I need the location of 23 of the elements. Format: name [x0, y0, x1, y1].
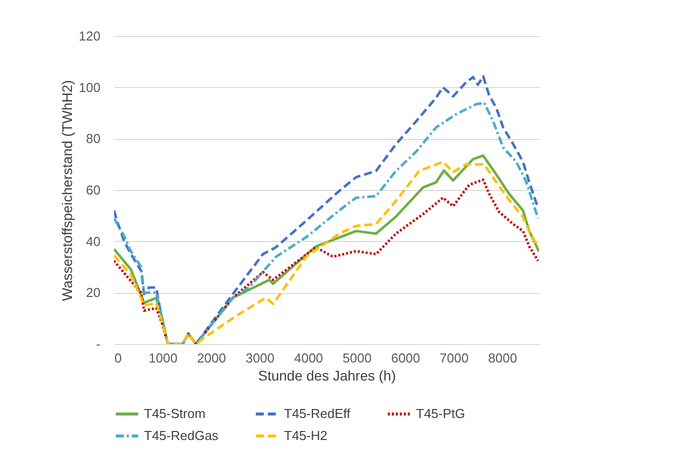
y-tick-label: 60	[86, 182, 100, 198]
x-tick-label: 4000	[294, 350, 324, 366]
x-axis-title: Stunde des Jahres (h)	[258, 368, 396, 384]
legend-label: T45-PtG	[416, 406, 466, 421]
x-tick-label: 2000	[197, 350, 226, 366]
y-axis-title: Wasserstoffspeicherstand (TWhH2)	[58, 80, 75, 301]
x-tick-label: 1000	[148, 350, 178, 366]
x-tick-label: 5000	[342, 350, 372, 366]
legend-label: T45-H2	[284, 428, 328, 443]
x-tick-label: 6000	[391, 350, 420, 366]
legend-label: T45-RedGas	[144, 428, 219, 443]
x-tick-label: 3000	[246, 350, 275, 366]
legend-label: T45-RedEff	[284, 406, 351, 421]
y-tick-label: 20	[86, 285, 100, 300]
y-tick-label: 120	[78, 28, 100, 44]
y-tick-label: 80	[86, 131, 100, 146]
x-tick-label: 0	[114, 350, 122, 366]
legend-label: T45-Strom	[144, 406, 206, 421]
x-tick-label: 8000	[488, 350, 518, 366]
y-tick-label: -	[96, 336, 100, 352]
y-tick-label: 100	[78, 80, 100, 95]
y-tick-label: 40	[86, 234, 100, 249]
x-tick-label: 7000	[440, 350, 469, 366]
